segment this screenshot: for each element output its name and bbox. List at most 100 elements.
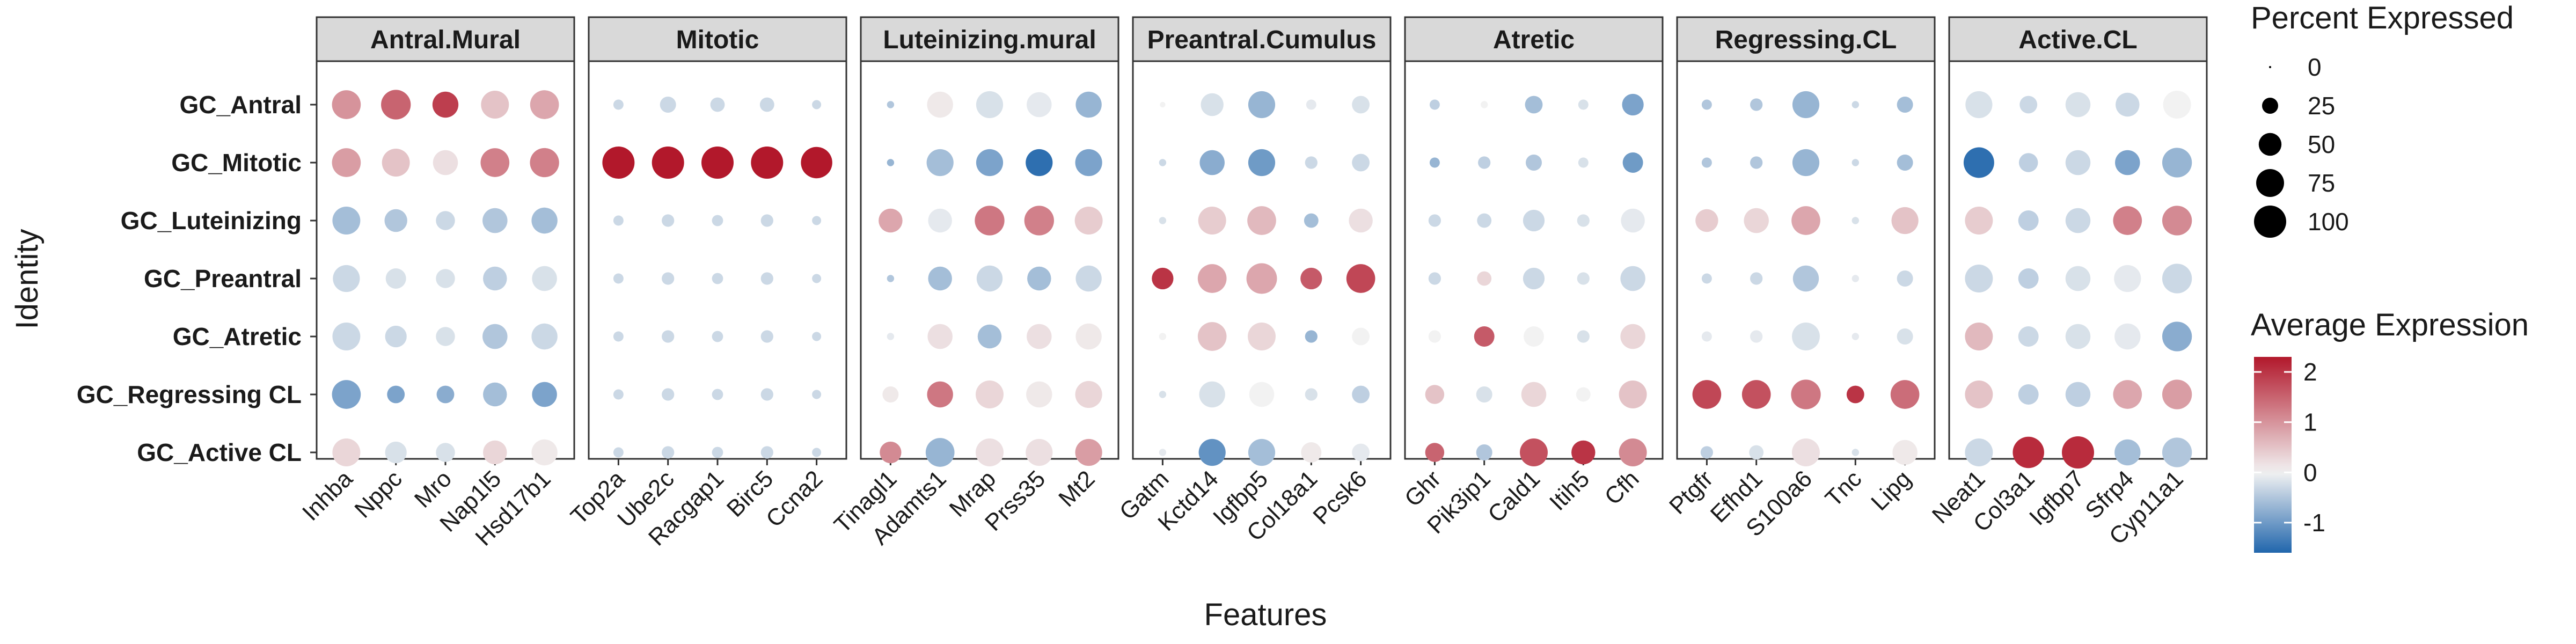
dot-mark bbox=[1750, 156, 1763, 169]
dot-mark bbox=[530, 90, 559, 119]
dot-mark bbox=[1525, 96, 1543, 114]
dot-mark bbox=[1425, 443, 1445, 462]
size-legend: Percent Expressed 0 25 50 75 100 bbox=[2251, 1, 2514, 238]
facet-strip-title: Mitotic bbox=[676, 26, 759, 54]
x-tick-label: Itih5 bbox=[1545, 465, 1594, 515]
dot-mark bbox=[1622, 152, 1643, 173]
x-tick-label: Tnc bbox=[1820, 465, 1867, 512]
dot-mark bbox=[1891, 207, 1919, 235]
dot-mark bbox=[882, 386, 899, 402]
x-tick-label: Cfh bbox=[1600, 465, 1644, 510]
dot-mark bbox=[1965, 91, 1993, 119]
dot-mark bbox=[1846, 385, 1864, 404]
dot-mark bbox=[812, 274, 822, 283]
dot-mark bbox=[710, 97, 725, 112]
dot-mark bbox=[760, 214, 773, 227]
dot-mark bbox=[1851, 333, 1860, 340]
dot-mark bbox=[2163, 91, 2191, 119]
dot-mark bbox=[1701, 99, 1712, 110]
dot-mark bbox=[613, 215, 624, 226]
dot-mark bbox=[436, 211, 455, 230]
dot-mark bbox=[1304, 213, 1319, 228]
dot-mark bbox=[927, 381, 953, 408]
dot-mark bbox=[1477, 213, 1492, 228]
dot-mark bbox=[1523, 267, 1545, 290]
dot-mark bbox=[1851, 449, 1860, 456]
dot-mark bbox=[2065, 324, 2091, 349]
dot-mark bbox=[1576, 387, 1591, 402]
dot-mark bbox=[1620, 324, 1645, 349]
dot-mark bbox=[2114, 265, 2141, 292]
dot-mark bbox=[812, 332, 822, 341]
dot-mark bbox=[712, 331, 723, 342]
dot-mark bbox=[662, 330, 675, 343]
dot-mark bbox=[701, 147, 734, 179]
dot-mark bbox=[1027, 324, 1052, 349]
dot-mark bbox=[2012, 436, 2044, 469]
dot-mark bbox=[436, 269, 455, 288]
dot-mark bbox=[1619, 438, 1647, 466]
dot-mark bbox=[1428, 214, 1441, 227]
dot-mark bbox=[662, 446, 675, 459]
dot-mark bbox=[1792, 149, 1820, 177]
dot-mark bbox=[1199, 150, 1225, 175]
dot-mark bbox=[1700, 446, 1714, 459]
dot-mark bbox=[1352, 153, 1370, 172]
dot-mark bbox=[1075, 380, 1102, 408]
dot-mark bbox=[712, 215, 723, 226]
dot-mark bbox=[1301, 442, 1322, 463]
dot-mark bbox=[2018, 326, 2039, 347]
dot-mark bbox=[760, 388, 773, 401]
dot-mark bbox=[1026, 381, 1052, 408]
y-axis-ticks: GC_Antral GC_Mitotic GC_Luteinizing GC_Prea… bbox=[77, 91, 317, 466]
dot-mark bbox=[613, 331, 624, 342]
dot-mark bbox=[1695, 209, 1718, 232]
dot-mark bbox=[1897, 97, 1913, 113]
x-tick-label: Inhba bbox=[297, 465, 358, 526]
dot-mark bbox=[1750, 272, 1763, 285]
dot-mark bbox=[1201, 93, 1224, 116]
dot-mark bbox=[482, 324, 508, 349]
dot-mark bbox=[1524, 326, 1544, 347]
dot-mark bbox=[1520, 438, 1548, 466]
dot-mark bbox=[1346, 264, 1375, 293]
dot-mark bbox=[332, 207, 361, 235]
dot-mark bbox=[1480, 101, 1488, 108]
dot-mark bbox=[1349, 208, 1373, 233]
dot-mark bbox=[387, 385, 405, 404]
dot-mark bbox=[887, 101, 895, 108]
y-tick-label: GC_Atretic bbox=[173, 323, 302, 350]
dot-mark bbox=[2162, 379, 2192, 409]
dot-mark bbox=[801, 147, 832, 179]
facet-strip bbox=[1132, 16, 1392, 62]
dot-mark bbox=[760, 272, 773, 285]
dot-mark bbox=[1963, 147, 1994, 178]
dot-mark bbox=[1750, 98, 1763, 111]
dot-mark bbox=[531, 439, 558, 466]
dot-mark bbox=[385, 441, 407, 464]
dot-mark bbox=[1578, 157, 1589, 168]
x-tick-label: Cald1 bbox=[1483, 465, 1545, 528]
dot-mark bbox=[1701, 331, 1712, 342]
dot-mark bbox=[1851, 275, 1860, 282]
dot-mark bbox=[531, 323, 558, 350]
y-tick-label: GC_Preantral bbox=[144, 265, 302, 292]
dot-mark bbox=[1750, 330, 1763, 343]
color-legend-label: 2 bbox=[2303, 358, 2317, 386]
size-legend-label: 50 bbox=[2308, 130, 2335, 158]
dot-mark bbox=[2065, 92, 2091, 118]
dot-mark bbox=[759, 97, 774, 112]
dot-mark bbox=[712, 273, 723, 284]
dot-mark bbox=[332, 323, 361, 350]
dot-mark bbox=[1792, 91, 1820, 119]
dot-mark bbox=[1249, 382, 1275, 407]
x-tick-label: Lipg bbox=[1866, 465, 1916, 515]
dot-mark bbox=[613, 273, 624, 284]
dot-mark bbox=[928, 266, 952, 291]
dot-mark bbox=[1577, 214, 1590, 227]
facet-panel: Luteinizing.muralTinagl1Adamts1MrapPrss3… bbox=[829, 16, 1119, 550]
facet-strip-title: Luteinizing.mural bbox=[883, 26, 1096, 54]
dot-mark bbox=[2162, 264, 2192, 294]
dot-mark bbox=[2062, 436, 2094, 469]
